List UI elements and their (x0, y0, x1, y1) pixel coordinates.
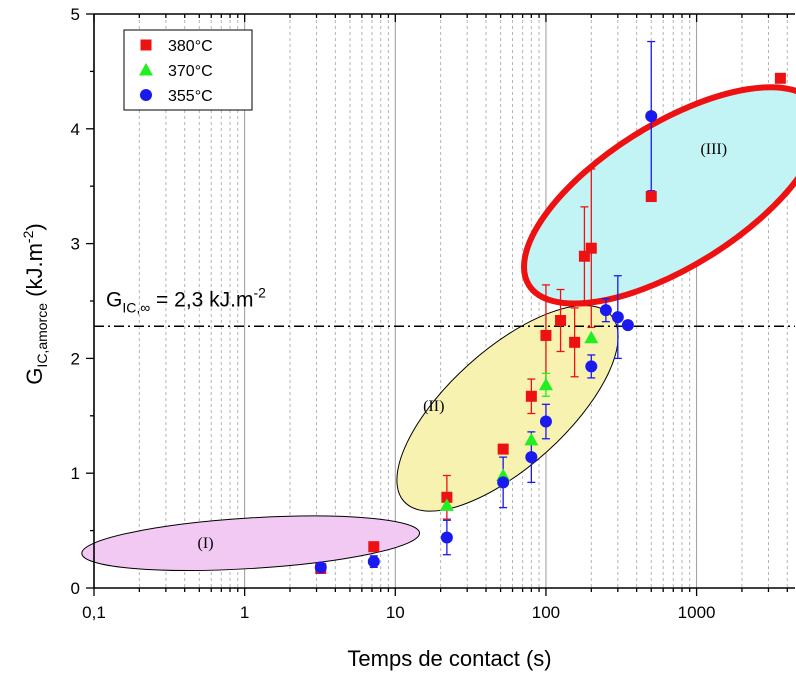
data-points (314, 72, 786, 574)
data-point-square (585, 242, 597, 254)
regions (81, 84, 796, 571)
data-point-square (578, 250, 590, 262)
data-point-square (645, 191, 657, 203)
y-tick-label: 0 (71, 579, 80, 598)
region-ellipse-3 (521, 84, 796, 307)
data-point-circle (585, 360, 598, 373)
data-point-square (441, 491, 453, 503)
data-point-square (569, 336, 581, 348)
region-label: (I) (198, 535, 214, 552)
data-point-square (497, 443, 509, 455)
legend: 380°C 370°C 355°C (123, 29, 253, 111)
y-axis-title-sub: IC,amorce (34, 303, 50, 368)
data-point-triangle (584, 330, 599, 344)
y-tick-label: 5 (71, 5, 80, 24)
data-point-square (555, 315, 567, 327)
y-tick-label: 1 (71, 464, 80, 483)
reference-label-main: G (106, 288, 122, 311)
data-point-square (540, 329, 552, 341)
reference-label-sub: IC,∞ (122, 299, 150, 315)
labels: 0,1 1 10 100 1000 0 1 2 3 4 5 Temps de contact (s) G… (20, 5, 727, 671)
data-point-triangle (524, 432, 539, 446)
data-point-circle (539, 415, 552, 428)
axes (86, 13, 795, 596)
data-point-circle (621, 319, 634, 332)
data-point-circle (497, 476, 510, 489)
x-tick-label: 1 (240, 603, 249, 622)
region-ellipse-2 (396, 305, 619, 512)
region-label: (II) (423, 398, 444, 415)
y-tick-label: 4 (71, 120, 80, 139)
legend-label: 380°C (168, 38, 213, 55)
y-tick-label: 3 (71, 235, 80, 254)
region-label: (III) (700, 141, 727, 158)
reference-line-label: GIC,∞ = 2,3 kJ.m-2 (106, 284, 266, 315)
y-tick-label: 2 (71, 349, 80, 368)
data-point-circle (314, 561, 327, 574)
data-point-circle (645, 110, 658, 123)
data-point-triangle (439, 498, 454, 511)
data-point-circle (525, 451, 538, 464)
data-point-circle (599, 304, 612, 317)
y-axis-title-close: ) (22, 223, 47, 230)
region-ellipse-1 (81, 515, 421, 571)
reference-label-sup: -2 (254, 284, 267, 300)
x-tick-label: 0,1 (82, 603, 106, 622)
data-point-square (368, 541, 380, 553)
legend-marker-triangle (139, 63, 153, 76)
legend-label: 370°C (168, 63, 213, 80)
data-point-circle (611, 311, 624, 324)
legend-marker-circle (140, 89, 152, 101)
y-axis-title: GIC,amorce (kJ.m-2) (20, 223, 50, 384)
legend-label: 355°C (168, 88, 213, 105)
y-axis-title-main: G (22, 368, 47, 385)
data-point-square (525, 390, 537, 402)
y-axis-title-unit: (kJ.m (22, 243, 47, 303)
x-tick-label: 10 (386, 603, 405, 622)
x-tick-label: 100 (532, 603, 560, 622)
data-point-circle (440, 531, 453, 544)
data-point-square (774, 72, 786, 84)
y-axis-title-sup: -2 (20, 230, 36, 243)
data-point-triangle (538, 377, 553, 391)
data-point-circle (367, 555, 380, 568)
x-tick-label: 1000 (678, 603, 716, 622)
reference-label-value: = 2,3 kJ.m (150, 288, 253, 311)
x-axis-title: Temps de contact (s) (347, 646, 551, 671)
legend-marker-square (140, 39, 152, 51)
